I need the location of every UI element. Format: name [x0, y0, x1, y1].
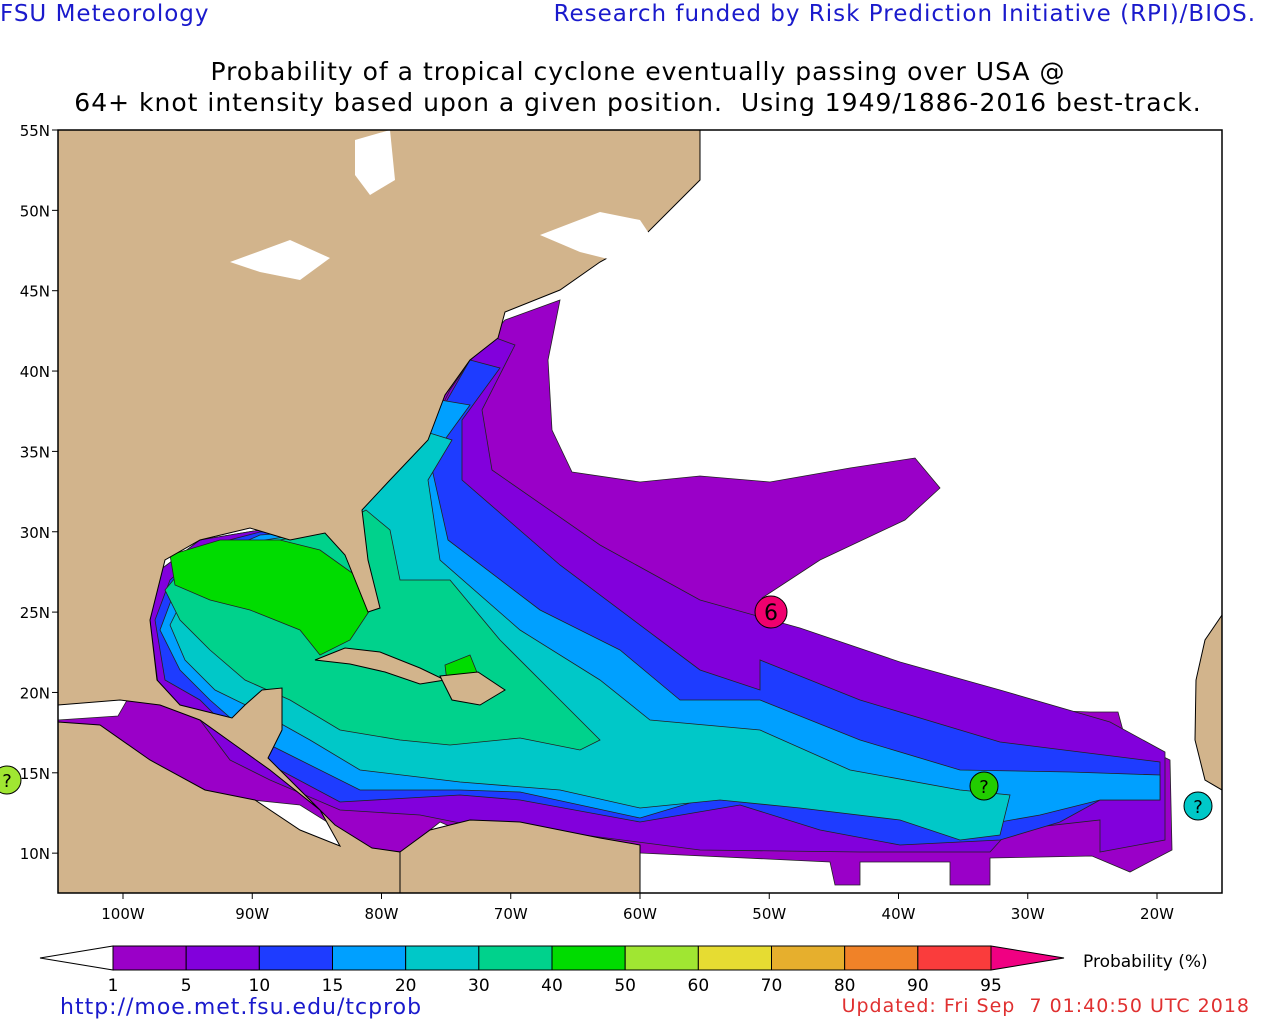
- legend-level: 5: [181, 976, 192, 996]
- north-america: [58, 130, 701, 893]
- lon-label: 70W: [494, 905, 528, 923]
- lon-label: 60W: [623, 905, 657, 923]
- legend-level: 40: [541, 976, 563, 996]
- lat-label: 30N: [20, 524, 50, 542]
- colorbar-box: [185, 945, 260, 971]
- lat-label: 25N: [20, 604, 50, 622]
- title-line: Probability of a tropical cyclone eventu…: [211, 57, 1066, 86]
- lat-label: 55N: [20, 122, 50, 140]
- lon-label: 50W: [752, 905, 786, 923]
- lat-label: 45N: [20, 283, 50, 301]
- legend-level: 90: [907, 976, 929, 996]
- south-america: [399, 819, 641, 893]
- lat-label: 10N: [20, 845, 50, 863]
- legend-level: 60: [688, 976, 710, 996]
- footer-updated: Updated: Fri Sep 7 01:40:50 UTC 2018: [842, 995, 1250, 1017]
- lat-label: 35N: [20, 443, 50, 461]
- lat-label: 15N: [20, 765, 50, 783]
- storm-marker: [0, 765, 22, 795]
- storm-label: ?: [2, 771, 12, 792]
- legend-level: 30: [468, 976, 490, 996]
- legend-level: 95: [980, 976, 1002, 996]
- storm-marker: [1183, 791, 1213, 821]
- legend-level: 70: [761, 976, 783, 996]
- band-40-50: [169, 539, 371, 656]
- storm-label: ?: [1193, 797, 1203, 818]
- legend-level: 10: [249, 976, 271, 996]
- lon-label: 20W: [1140, 905, 1174, 923]
- great-lakes: [230, 240, 330, 280]
- legend-title: Probability (%): [1083, 952, 1208, 972]
- colorbar-box: [258, 945, 334, 971]
- legend-level: 80: [834, 976, 856, 996]
- storm-marker: [754, 595, 788, 629]
- lon-label: 40W: [882, 905, 916, 923]
- colorbar: [39, 945, 1065, 971]
- map-area: [58, 130, 1222, 893]
- colorbar-box: [332, 945, 407, 971]
- gulf-st-lawrence: [540, 212, 660, 262]
- hudson-bay-inlet: [355, 130, 395, 195]
- colorbar-box: [771, 945, 846, 971]
- title-line: 64+ knot intensity based upon a given po…: [74, 88, 1201, 117]
- colorbar-box: [624, 945, 699, 971]
- header-right: Research funded by Risk Prediction Initi…: [554, 1, 1256, 27]
- africa: [1194, 614, 1222, 791]
- lat-label: 20N: [20, 684, 50, 702]
- lat-label: 40N: [20, 363, 50, 381]
- lat-label: 50N: [20, 202, 50, 220]
- lon-label: 80W: [365, 905, 399, 923]
- colorbar-box: [478, 945, 553, 971]
- storm-label: ?: [979, 777, 989, 798]
- lon-label: 90W: [235, 905, 269, 923]
- colorbar-box: [112, 945, 187, 971]
- lon-label: 100W: [101, 905, 145, 923]
- legend-level: 50: [614, 976, 636, 996]
- legend-level: 1: [108, 976, 119, 996]
- storm-label: 6: [764, 601, 778, 626]
- colorbar-box: [844, 945, 919, 971]
- legend-level: 15: [322, 976, 344, 996]
- footer-url: http://moe.met.fsu.edu/tcprob: [60, 995, 422, 1020]
- colorbar-box: [551, 945, 626, 971]
- colorbar-box: [697, 945, 772, 971]
- colorbar-box: [405, 945, 480, 971]
- header-left: FSU Meteorology: [0, 1, 210, 27]
- hispaniola: [439, 671, 506, 706]
- colorbar-box: [917, 945, 992, 971]
- lon-label: 30W: [1011, 905, 1045, 923]
- legend-level: 20: [395, 976, 417, 996]
- storm-marker: [969, 771, 999, 801]
